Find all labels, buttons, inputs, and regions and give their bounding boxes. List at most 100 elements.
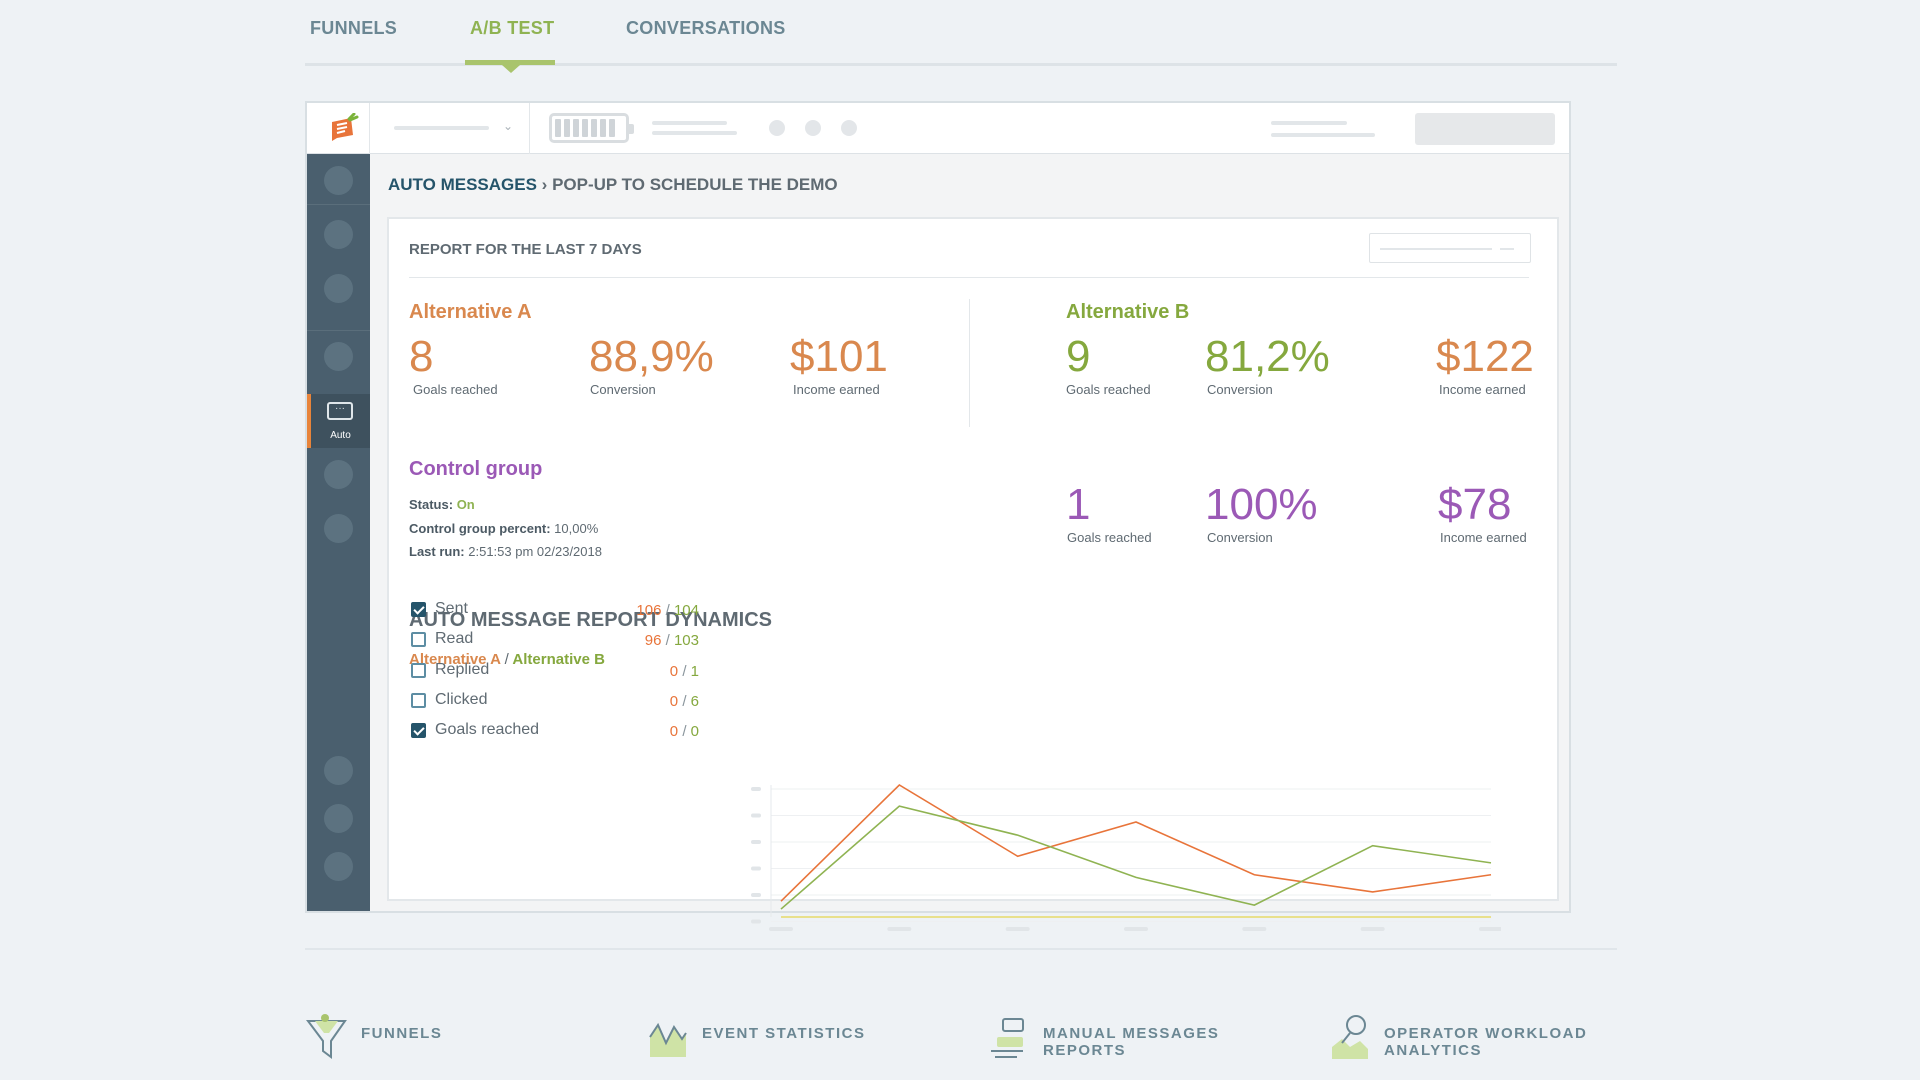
legend-alt-a: Alternative A: [409, 651, 501, 668]
metric-checkbox[interactable]: [411, 663, 426, 678]
metric-row: Replied 0 / 1: [409, 660, 699, 684]
alt-a-income-label: Income earned: [793, 382, 880, 397]
metric-value-a: 0: [669, 693, 679, 710]
alt-a-income: $101: [790, 332, 888, 381]
chart-series-line-1: [780, 805, 1492, 910]
alt-b-goals: 9: [1066, 332, 1091, 381]
sidebar-item-icon[interactable]: [324, 756, 353, 785]
chart-x-tick: [1479, 927, 1501, 931]
chart-x-tick: [769, 927, 793, 931]
metric-label: Read: [435, 630, 474, 647]
placeholder-line: [1271, 133, 1375, 137]
breadcrumb-section[interactable]: AUTO MESSAGES: [388, 175, 537, 194]
control-last-run-label: Last run:: [409, 544, 465, 559]
metric-values: 0 / 1: [670, 663, 699, 680]
metric-value-separator: /: [682, 693, 687, 710]
dynamics-title: AUTO MESSAGE REPORT DYNAMICS: [409, 609, 772, 631]
metric-value-b: 0: [690, 723, 699, 740]
tab-conversations[interactable]: CONVERSATIONS: [626, 18, 786, 38]
feature-operator-workload-analytics[interactable]: OPERATOR WORKLOAD ANALYTICS: [1328, 1013, 1628, 1063]
legend-separator: /: [504, 651, 509, 668]
date-range-select[interactable]: [1369, 233, 1531, 263]
chevron-down-icon[interactable]: ⌄: [503, 119, 514, 133]
metric-label: Replied: [435, 661, 490, 678]
tab-funnels[interactable]: FUNNELS: [310, 18, 398, 38]
metric-checkbox[interactable]: [411, 723, 426, 738]
feature-funnels[interactable]: FUNNELS: [305, 1013, 565, 1063]
alt-b-title: Alternative B: [1066, 301, 1190, 323]
metric-value-b: 103: [673, 632, 699, 649]
control-percent-value: 10,00%: [554, 521, 599, 536]
metric-checkbox[interactable]: [411, 602, 426, 617]
breadcrumb-separator: ›: [541, 175, 548, 194]
chart-y-tick: [751, 866, 761, 871]
sidebar: ··· Auto: [307, 154, 370, 911]
chart-y-tick: [751, 787, 761, 791]
sidebar-avatar-icon[interactable]: [324, 166, 353, 195]
control-percent-label: Control group percent:: [409, 521, 551, 536]
sidebar-item-icon[interactable]: [324, 514, 353, 543]
active-tab-caret: [502, 65, 520, 73]
alt-a-goals: 8: [409, 332, 434, 381]
breadcrumb: AUTO MESSAGES › POP-UP TO SCHEDULE THE D…: [388, 175, 838, 195]
report-title: REPORT FOR THE LAST 7 DAYS: [409, 241, 642, 258]
metric-value-a: 106: [636, 602, 662, 619]
metric-label: Sent: [435, 600, 468, 617]
metric-value-a: 96: [644, 632, 662, 649]
metric-values: 0 / 6: [670, 693, 699, 710]
chart-x-tick: [1360, 927, 1385, 931]
control-goals: 1: [1066, 480, 1091, 529]
chart-x-tick: [1005, 927, 1030, 931]
auto-messages-icon: ···: [327, 402, 353, 420]
sidebar-item-icon[interactable]: [324, 852, 353, 881]
sidebar-item-icon[interactable]: [324, 460, 353, 489]
active-tab-indicator: [465, 60, 555, 65]
metric-values: 106 / 104: [636, 602, 699, 619]
metric-label: Goals reached: [435, 721, 540, 738]
alt-b-conversion: 81,2%: [1205, 332, 1330, 381]
metric-value-separator: /: [682, 723, 687, 740]
manual-messages-icon: [991, 1018, 1024, 1058]
metric-value-b: 1: [690, 663, 699, 680]
battery-icon: [549, 113, 634, 143]
metric-checkbox[interactable]: [411, 632, 426, 647]
feature-label-line-2: REPORTS: [1043, 1042, 1127, 1059]
topbar-divider: [529, 103, 530, 154]
notification-dot-icon[interactable]: [841, 120, 857, 136]
operator-workload-icon: [1332, 1015, 1368, 1059]
sidebar-item-icon[interactable]: [324, 274, 353, 303]
app-window: ⌄ ··· Auto AUTO MESSAGES › POP-UP T: [305, 101, 1571, 931]
feature-label-line-1: MANUAL MESSAGES: [1043, 1025, 1220, 1042]
funnel-icon: [306, 1014, 347, 1059]
project-selector-placeholder[interactable]: [394, 126, 489, 130]
notification-dot-icon[interactable]: [805, 120, 821, 136]
control-income: $78: [1438, 480, 1512, 529]
control-group-title: Control group: [409, 458, 543, 480]
notification-dot-icon[interactable]: [769, 120, 785, 136]
metric-value-separator: /: [682, 663, 687, 680]
sidebar-item-icon[interactable]: [324, 804, 353, 833]
metric-value-a: 0: [669, 723, 679, 740]
sidebar-item-label: Auto: [330, 430, 351, 441]
metric-checkbox[interactable]: [411, 693, 426, 708]
placeholder-line: [652, 131, 737, 135]
sidebar-item-icon[interactable]: [324, 220, 353, 249]
alt-b-conversion-label: Conversion: [1207, 382, 1273, 397]
alt-b-income-label: Income earned: [1439, 382, 1526, 397]
placeholder-button[interactable]: [1415, 113, 1555, 145]
metric-value-separator: /: [665, 632, 670, 649]
sidebar-item-icon[interactable]: [324, 342, 353, 371]
report-card: REPORT FOR THE LAST 7 DAYS Alternative A…: [387, 217, 1559, 931]
placeholder-line: [652, 121, 727, 125]
topbar-divider: [369, 103, 370, 154]
legend-alt-b: Alternative B: [512, 651, 605, 668]
tab-ab-test[interactable]: A/B TEST: [470, 18, 555, 38]
metric-row: Sent 106 / 104: [409, 599, 699, 623]
feature-event-statistics[interactable]: EVENT STATISTICS: [646, 1013, 906, 1063]
dynamics-legend: Alternative A / Alternative B: [409, 651, 605, 668]
sidebar-item-auto[interactable]: ··· Auto: [307, 394, 370, 448]
feature-manual-messages-reports[interactable]: MANUAL MESSAGES REPORTS: [987, 1013, 1287, 1063]
control-status: Status: On: [409, 497, 475, 512]
metric-row: Goals reached 0 / 0: [409, 720, 699, 744]
divider: [409, 277, 1529, 278]
